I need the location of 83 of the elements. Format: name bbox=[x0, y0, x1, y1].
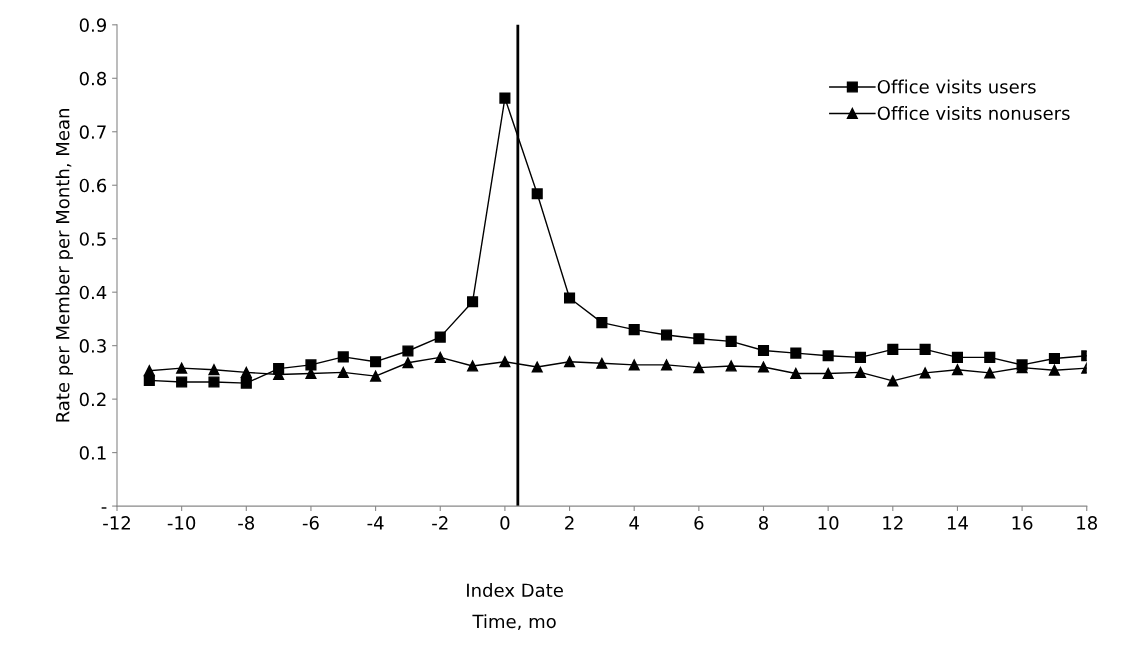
x-tick-label: -2 bbox=[432, 516, 448, 530]
point bbox=[693, 362, 705, 374]
y-tick-label: 0.8 bbox=[79, 71, 107, 86]
point bbox=[725, 335, 737, 347]
point bbox=[854, 366, 867, 378]
point bbox=[563, 356, 576, 368]
point bbox=[984, 351, 996, 363]
point bbox=[757, 344, 770, 357]
y-tick-label: 0.4 bbox=[79, 285, 107, 300]
point bbox=[499, 92, 511, 104]
point bbox=[919, 367, 931, 379]
y-tick-label: 0.3 bbox=[79, 339, 106, 353]
legend-label: Office visits nonusers bbox=[877, 106, 1070, 121]
point bbox=[176, 362, 188, 374]
x-tick-label: 6 bbox=[694, 516, 704, 530]
y-tick-label: 0.9 bbox=[79, 18, 107, 32]
point bbox=[370, 356, 382, 368]
y-tick-label: 0.1 bbox=[79, 446, 106, 460]
y-tick-label: 0.7 bbox=[79, 125, 106, 139]
y-axis-title: Rate per Member per Month, Mean bbox=[55, 109, 74, 422]
point bbox=[1048, 352, 1060, 365]
point bbox=[757, 361, 770, 373]
point bbox=[240, 377, 252, 389]
point bbox=[467, 296, 479, 308]
x-tick-label: 2 bbox=[565, 516, 574, 530]
point bbox=[951, 351, 964, 363]
point bbox=[854, 351, 867, 363]
x-tick-label: -12 bbox=[103, 516, 130, 530]
point bbox=[402, 357, 414, 369]
point bbox=[919, 343, 931, 355]
point bbox=[725, 360, 737, 372]
point bbox=[984, 367, 996, 379]
x-tick-label: -10 bbox=[167, 516, 196, 530]
point bbox=[208, 364, 220, 376]
point bbox=[660, 359, 673, 371]
point bbox=[467, 360, 479, 372]
y-tick-label: 0.6 bbox=[79, 178, 107, 193]
point bbox=[628, 359, 640, 371]
x-axis-title: Index Date Time, mo bbox=[467, 583, 563, 631]
point bbox=[1048, 364, 1060, 376]
x-tick-label: 0 bbox=[500, 516, 510, 530]
y-tick-label: 0.2 bbox=[79, 392, 106, 407]
x-tick-label: 16 bbox=[1012, 516, 1033, 530]
point bbox=[434, 331, 446, 343]
point bbox=[499, 356, 511, 368]
x-tick-label: 8 bbox=[758, 516, 769, 530]
point bbox=[337, 366, 349, 378]
y-tick-label: - bbox=[101, 507, 107, 509]
x-tick-label: 12 bbox=[883, 516, 903, 530]
x-tick-label: 4 bbox=[629, 516, 639, 530]
point bbox=[531, 361, 543, 373]
point bbox=[693, 333, 705, 345]
point bbox=[887, 375, 899, 387]
x-tick-label: 10 bbox=[818, 516, 839, 530]
point bbox=[240, 366, 252, 378]
point bbox=[531, 188, 543, 200]
point bbox=[563, 292, 576, 304]
point bbox=[596, 317, 608, 329]
x-tick-label: -6 bbox=[302, 516, 319, 530]
point bbox=[628, 324, 640, 336]
point bbox=[143, 365, 155, 377]
point bbox=[822, 367, 834, 380]
point bbox=[370, 370, 382, 382]
point bbox=[951, 364, 964, 376]
point bbox=[402, 345, 414, 357]
point bbox=[434, 351, 446, 363]
x-tick-label: 14 bbox=[947, 516, 968, 530]
y-tick-label: 0.5 bbox=[79, 232, 106, 246]
point bbox=[887, 343, 899, 355]
x-tick-label: -8 bbox=[238, 516, 255, 530]
point bbox=[143, 374, 155, 386]
point bbox=[822, 350, 834, 362]
point bbox=[305, 359, 317, 371]
point bbox=[208, 376, 220, 388]
point bbox=[337, 351, 349, 363]
point bbox=[790, 347, 802, 359]
point bbox=[790, 367, 802, 380]
x-tick-label: -4 bbox=[367, 516, 384, 530]
point bbox=[596, 357, 608, 369]
legend-label: Office visits users bbox=[877, 79, 1036, 94]
x-tick-label: 18 bbox=[1077, 516, 1097, 530]
point bbox=[176, 376, 188, 388]
point bbox=[660, 329, 673, 341]
